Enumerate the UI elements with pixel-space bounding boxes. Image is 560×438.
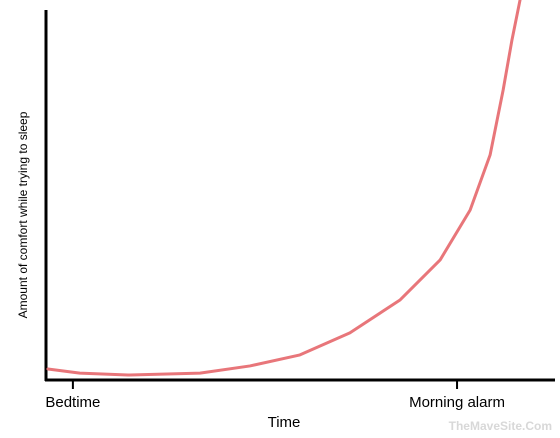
x-axis-label: Time <box>268 414 301 431</box>
comfort-line <box>46 0 522 377</box>
x-tick-label: Morning alarm <box>409 394 505 411</box>
x-tick-label: Bedtime <box>45 394 100 411</box>
watermark: TheMaveSite.Com <box>449 419 552 433</box>
y-axis-label: Amount of comfort while trying to sleep <box>16 111 30 318</box>
